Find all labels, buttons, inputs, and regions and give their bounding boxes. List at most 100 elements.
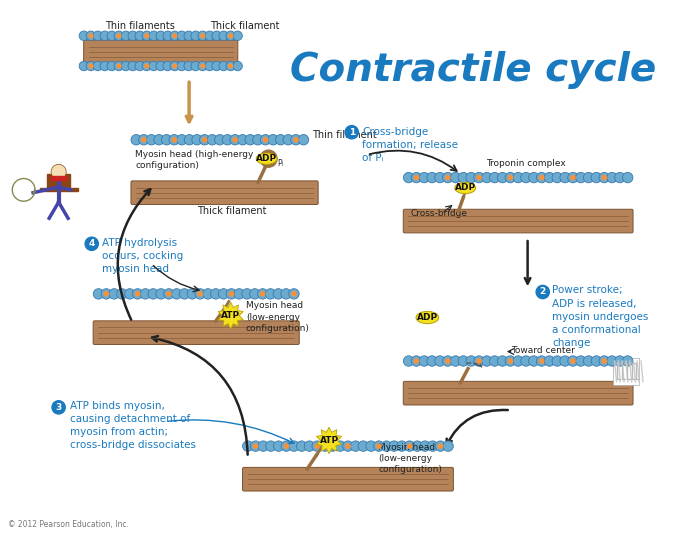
Circle shape: [149, 31, 159, 41]
Circle shape: [233, 31, 243, 41]
Circle shape: [576, 172, 586, 183]
Circle shape: [539, 175, 544, 180]
Circle shape: [343, 441, 353, 451]
Circle shape: [419, 356, 429, 366]
Circle shape: [438, 444, 442, 449]
Circle shape: [482, 356, 492, 366]
Text: ADP: ADP: [417, 313, 438, 322]
Circle shape: [254, 444, 258, 449]
Text: Thin filament: Thin filament: [312, 130, 376, 140]
Polygon shape: [218, 302, 243, 329]
Text: ATP hydrolysis
occurs, cocking
myosin head: ATP hydrolysis occurs, cocking myosin he…: [102, 238, 183, 274]
Circle shape: [263, 138, 268, 142]
Circle shape: [615, 356, 625, 366]
FancyBboxPatch shape: [403, 209, 633, 233]
FancyBboxPatch shape: [243, 467, 453, 491]
Circle shape: [253, 135, 263, 145]
Circle shape: [292, 292, 296, 296]
Circle shape: [474, 172, 484, 183]
Circle shape: [101, 289, 111, 299]
Text: Myosin head
(low-energy
configuration): Myosin head (low-energy configuration): [246, 301, 310, 333]
Text: 1: 1: [348, 128, 355, 137]
Text: Myosin head (high-energy
configuration): Myosin head (high-energy configuration): [135, 150, 254, 170]
Text: © 2012 Pearson Education, Inc.: © 2012 Pearson Education, Inc.: [8, 520, 128, 529]
Circle shape: [109, 289, 120, 299]
Circle shape: [172, 34, 177, 38]
Circle shape: [79, 61, 89, 71]
Circle shape: [154, 135, 164, 145]
Circle shape: [199, 135, 210, 145]
Circle shape: [169, 135, 179, 145]
Circle shape: [142, 31, 152, 41]
Circle shape: [149, 61, 159, 71]
Circle shape: [121, 61, 131, 71]
Circle shape: [435, 441, 446, 451]
Circle shape: [198, 61, 207, 71]
Circle shape: [93, 61, 102, 71]
Circle shape: [446, 359, 450, 363]
Circle shape: [374, 441, 384, 451]
Circle shape: [602, 175, 607, 180]
Circle shape: [607, 356, 617, 366]
Circle shape: [156, 61, 166, 71]
Circle shape: [294, 138, 298, 142]
Circle shape: [245, 135, 256, 145]
Text: 2: 2: [539, 288, 546, 296]
Circle shape: [146, 135, 157, 145]
Circle shape: [114, 31, 124, 41]
Circle shape: [52, 401, 65, 414]
Circle shape: [233, 138, 237, 142]
Text: ATP: ATP: [319, 436, 339, 445]
Circle shape: [198, 292, 202, 296]
Circle shape: [163, 61, 172, 71]
Circle shape: [427, 172, 438, 183]
Circle shape: [528, 356, 539, 366]
Circle shape: [121, 31, 131, 41]
Circle shape: [275, 135, 286, 145]
Circle shape: [560, 356, 570, 366]
Circle shape: [156, 289, 166, 299]
Text: Thin filaments: Thin filaments: [105, 21, 175, 31]
Circle shape: [163, 31, 172, 41]
FancyBboxPatch shape: [131, 181, 318, 205]
FancyBboxPatch shape: [84, 40, 238, 64]
Circle shape: [142, 61, 152, 71]
Circle shape: [145, 64, 149, 68]
Circle shape: [327, 441, 338, 451]
Text: Cross-bridge
formation; release
of Pᵢ: Cross-bridge formation; release of Pᵢ: [362, 126, 458, 163]
Circle shape: [622, 356, 633, 366]
Circle shape: [414, 175, 418, 180]
Circle shape: [304, 441, 315, 451]
Circle shape: [583, 356, 594, 366]
Circle shape: [602, 359, 607, 363]
Circle shape: [335, 441, 346, 451]
Circle shape: [489, 356, 500, 366]
Circle shape: [615, 172, 625, 183]
Circle shape: [497, 356, 508, 366]
Circle shape: [482, 172, 492, 183]
Circle shape: [403, 172, 414, 183]
Circle shape: [571, 175, 575, 180]
Circle shape: [396, 441, 407, 451]
Circle shape: [117, 289, 127, 299]
Circle shape: [350, 441, 361, 451]
Circle shape: [420, 441, 430, 451]
Circle shape: [229, 292, 234, 296]
Circle shape: [229, 34, 233, 38]
Circle shape: [403, 356, 414, 366]
Circle shape: [607, 172, 617, 183]
Text: Troponin complex: Troponin complex: [486, 159, 565, 168]
Text: Power stroke;
ADP is released,
myosin undergoes
a conformational
change: Power stroke; ADP is released, myosin un…: [552, 285, 649, 348]
Circle shape: [128, 61, 137, 71]
Text: Pᵢ: Pᵢ: [277, 159, 283, 168]
Circle shape: [592, 356, 602, 366]
Circle shape: [191, 31, 201, 41]
Circle shape: [389, 441, 399, 451]
Ellipse shape: [455, 182, 475, 194]
Circle shape: [552, 356, 563, 366]
Circle shape: [258, 441, 269, 451]
Circle shape: [443, 441, 453, 451]
Circle shape: [427, 356, 438, 366]
Circle shape: [89, 34, 93, 38]
Circle shape: [576, 356, 586, 366]
